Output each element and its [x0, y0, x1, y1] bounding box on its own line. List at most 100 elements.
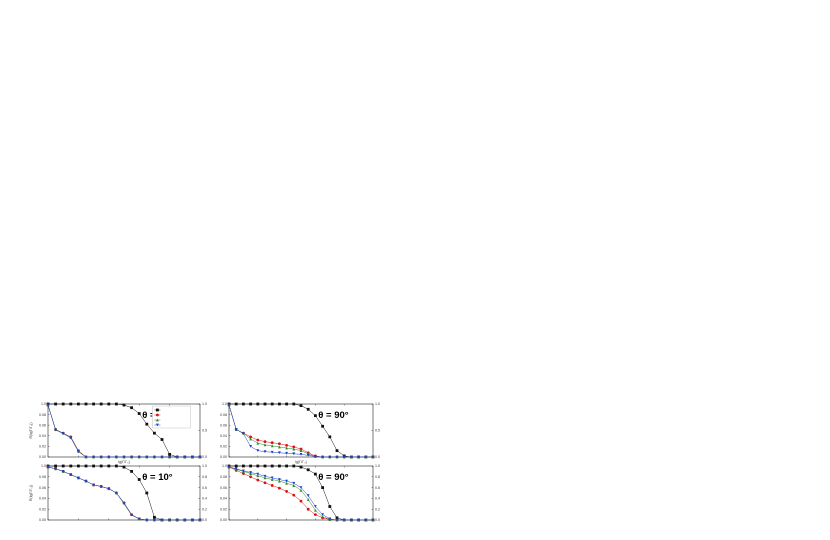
data-point-black — [160, 438, 164, 441]
data-point-blue — [84, 455, 88, 459]
y-tick-label: 0.00 — [39, 455, 46, 459]
data-point-black — [321, 486, 324, 489]
data-point-red — [270, 441, 274, 445]
y-tick-label: 0.08 — [220, 475, 227, 479]
right-tick-label: 1.0 — [202, 402, 207, 406]
y-tick-label: 0.00 — [39, 518, 46, 522]
data-point-blue — [153, 455, 156, 459]
y-tick-label: 1.0 — [41, 402, 46, 406]
data-point-blue — [278, 451, 281, 455]
y-tick-label: 0.04 — [39, 497, 46, 501]
y-tick-label: 0.02 — [39, 507, 46, 511]
y-axis-title: R(lg|Γ/Γ₀|) — [29, 485, 33, 501]
angle-label: θ = 90° — [318, 472, 349, 483]
data-point-blue — [335, 455, 339, 459]
y-tick-label: 0.00 — [220, 518, 227, 522]
data-point-black — [77, 402, 80, 406]
data-point-blue — [292, 452, 296, 456]
data-point-red — [299, 447, 303, 451]
series-blue — [46, 465, 202, 522]
data-point-black — [328, 505, 332, 508]
data-point-black — [115, 402, 118, 406]
data-point-blue — [130, 513, 133, 517]
data-point-blue — [314, 455, 317, 458]
data-point-black — [77, 464, 80, 468]
data-point-green — [270, 444, 274, 448]
data-point-blue — [153, 518, 156, 522]
data-point-green — [263, 476, 267, 480]
y-tick-label: 0.06 — [39, 423, 46, 427]
data-point-blue — [61, 432, 65, 436]
data-point-red — [292, 493, 296, 497]
data-point-black — [234, 464, 238, 468]
data-point-red — [256, 478, 260, 482]
data-point-blue — [77, 476, 80, 480]
data-point-blue — [256, 472, 260, 476]
data-point-black — [256, 464, 260, 468]
data-point-black — [270, 402, 274, 406]
data-point-red — [242, 472, 245, 475]
data-point-black — [285, 464, 288, 468]
data-point-green — [314, 508, 317, 512]
legend-marker-black — [156, 408, 159, 412]
y-tick-label: 0.06 — [39, 486, 46, 490]
data-point-blue — [371, 518, 375, 522]
data-point-blue — [122, 502, 126, 506]
series-green — [227, 465, 375, 522]
data-point-black — [249, 402, 252, 406]
data-point-blue — [92, 483, 95, 487]
data-point-blue — [270, 450, 274, 454]
y-tick-label: 0.06 — [220, 423, 227, 427]
right-tick-label: 0.4 — [375, 497, 380, 501]
data-point-blue — [175, 455, 179, 459]
data-point-black — [335, 516, 339, 520]
data-point-blue — [168, 455, 171, 459]
data-point-blue — [175, 518, 179, 522]
data-point-blue — [107, 487, 111, 491]
data-point-blue — [249, 471, 252, 474]
data-point-blue — [168, 518, 171, 522]
data-point-blue — [335, 518, 339, 522]
data-point-blue — [263, 474, 267, 478]
data-point-black — [69, 464, 73, 468]
series-green — [227, 403, 375, 459]
data-point-green — [278, 479, 281, 483]
y-tick-label: 1.0 — [222, 464, 227, 468]
panel-top-left: 0.000.020.040.060.081.01.00.50.0θ = 10°l… — [29, 402, 207, 464]
data-point-blue — [314, 505, 317, 508]
data-point-black — [115, 464, 118, 468]
data-point-blue — [198, 455, 202, 459]
data-point-blue — [357, 455, 360, 459]
data-point-blue — [328, 517, 332, 521]
data-point-red — [249, 435, 253, 439]
data-point-black — [314, 414, 317, 418]
data-point-black — [61, 464, 65, 468]
data-point-blue — [299, 486, 303, 489]
right-tick-label: 0.2 — [375, 507, 380, 511]
data-point-red — [249, 475, 253, 479]
data-point-blue — [99, 455, 103, 459]
legend-marker-red — [156, 413, 159, 417]
data-point-blue — [227, 465, 231, 469]
data-point-blue — [249, 445, 252, 448]
data-point-blue — [234, 428, 238, 431]
y-tick-label: 0.06 — [220, 486, 227, 490]
data-point-black — [92, 464, 95, 468]
series-line-green — [228, 466, 373, 521]
data-point-black — [242, 402, 245, 406]
data-point-red — [285, 489, 288, 493]
y-tick-label: 0.02 — [220, 507, 227, 511]
angle-label: θ = 90° — [318, 410, 349, 421]
y-tick-label: 0.04 — [39, 434, 46, 438]
data-point-green — [285, 481, 288, 485]
data-point-green — [249, 437, 252, 441]
data-point-blue — [137, 455, 141, 459]
data-point-blue — [77, 450, 80, 454]
data-point-black — [263, 402, 267, 406]
data-point-blue — [342, 518, 346, 522]
data-point-black — [54, 464, 57, 468]
data-point-blue — [191, 518, 194, 522]
data-point-blue — [92, 455, 95, 459]
y-tick-label: 0.08 — [39, 475, 46, 479]
